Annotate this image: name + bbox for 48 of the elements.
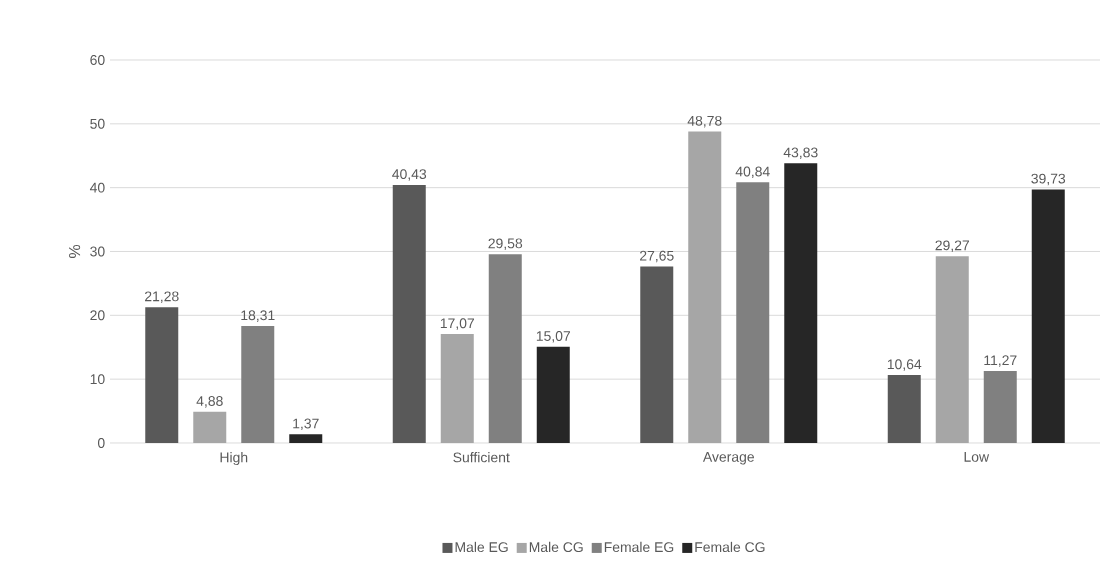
bar [887,375,921,443]
bar [392,184,426,443]
data-label: 29,58 [488,238,523,250]
bar [488,254,522,443]
x-tick-label: Low [964,452,990,462]
x-tick-label: Average [702,452,754,465]
bar [241,326,275,443]
y-tick-label: 50 [90,118,105,129]
y-tick-label: 20 [90,310,105,321]
data-label: 27,65 [640,250,674,263]
y-tick-label: 0 [97,438,105,448]
y-tick-label: 40 [89,182,105,193]
bar [935,256,969,443]
bar [736,182,770,443]
data-label: 40,43 [392,169,427,181]
y-tick-label: 60 [90,55,105,65]
bar [784,163,818,443]
bar [1031,189,1065,443]
y-tick-label: 10 [90,374,105,385]
y-tick-label: 30 [90,246,105,257]
x-tick-label: Sufficient [453,452,510,463]
data-label: 29,27 [935,240,970,252]
y-axis-title: % [69,244,81,259]
data-label: 48,78 [687,115,722,128]
bar [536,346,570,443]
data-label: 43,83 [783,147,818,160]
bar [145,307,179,443]
legend-label: Male EG [455,541,508,553]
bar [983,371,1017,443]
data-label: 40,84 [735,166,770,179]
data-label: 10,64 [887,359,922,371]
data-label: 15,07 [536,331,571,343]
data-label: 21,28 [145,291,179,303]
data-label: 17,07 [440,318,475,330]
legend-label: Male CG [529,541,583,553]
data-label: 18,31 [241,310,275,322]
bar [640,266,674,443]
bar [193,411,227,443]
bar [440,334,474,443]
bar [688,131,722,443]
data-label: 39,73 [1031,173,1066,186]
legend-label: Female CG [695,541,765,553]
data-label: 11,27 [984,355,1017,367]
data-label: 1,37 [293,418,319,431]
legend-label: Female EG [604,541,674,553]
x-tick-label: High [220,452,248,466]
data-label: 4,88 [196,396,223,408]
bar [289,434,323,443]
